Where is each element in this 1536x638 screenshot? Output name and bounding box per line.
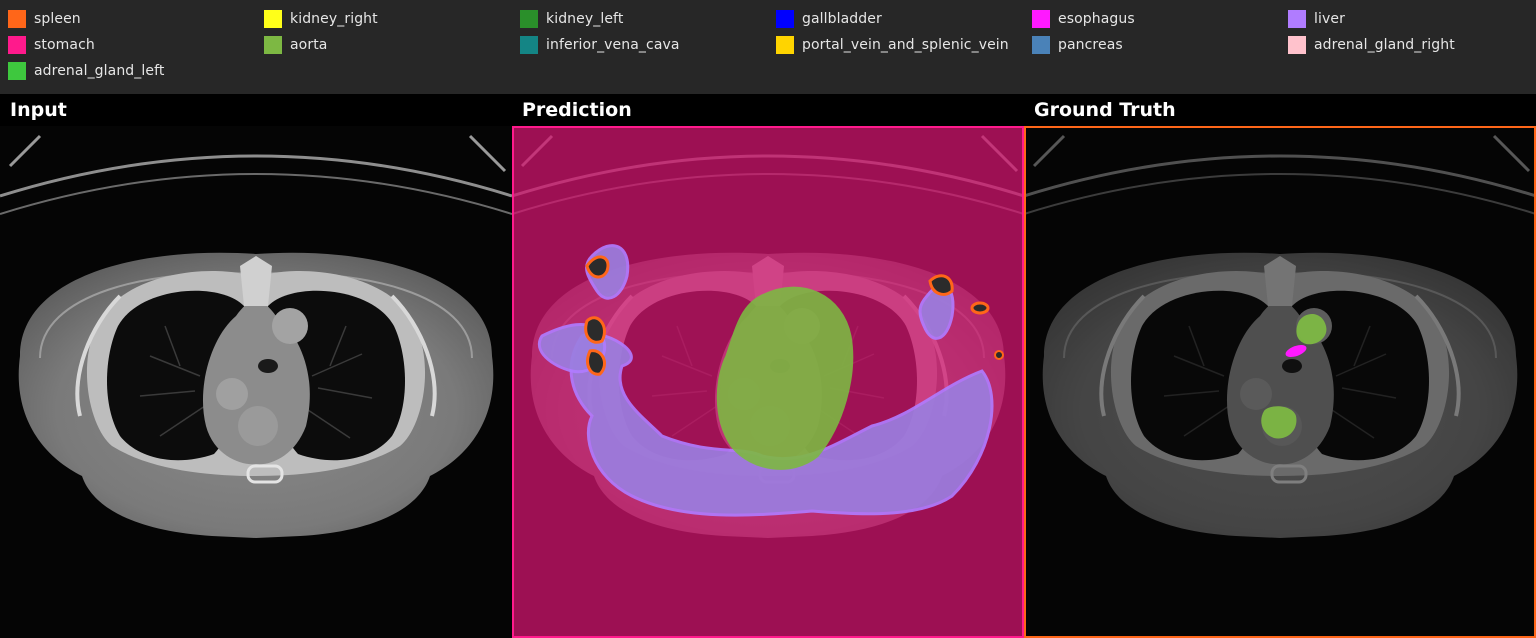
- prediction-panel: [512, 126, 1024, 638]
- legend-swatch: [8, 10, 26, 28]
- legend-item-kidney-right: kidney_right: [264, 9, 378, 29]
- legend-label: kidney_right: [290, 11, 378, 27]
- legend-swatch: [520, 36, 538, 54]
- legend-swatch: [8, 62, 26, 80]
- legend-label: esophagus: [1058, 11, 1135, 27]
- legend-label: adrenal_gland_left: [34, 63, 165, 79]
- class-legend: spleen kidney_right kidney_left gallblad…: [0, 0, 1536, 94]
- legend-item-gallbladder: gallbladder: [776, 9, 882, 29]
- legend-swatch: [520, 10, 538, 28]
- legend-item-kidney-left: kidney_left: [520, 9, 623, 29]
- legend-item-stomach: stomach: [8, 35, 95, 55]
- legend-swatch: [8, 36, 26, 54]
- prediction-panel-title: Prediction: [522, 99, 632, 121]
- input-panel-title: Input: [10, 99, 67, 121]
- legend-item-liver: liver: [1288, 9, 1345, 29]
- input-ct-image: [0, 126, 512, 638]
- legend-swatch: [1032, 10, 1050, 28]
- legend-label: liver: [1314, 11, 1345, 27]
- ground-truth-overlay-image: [1024, 126, 1536, 638]
- legend-swatch: [776, 36, 794, 54]
- legend-swatch: [776, 10, 794, 28]
- legend-label: spleen: [34, 11, 81, 27]
- prediction-overlay-image: [512, 126, 1024, 638]
- ground-truth-panel-title: Ground Truth: [1034, 99, 1176, 121]
- legend-label: adrenal_gland_right: [1314, 37, 1455, 53]
- legend-item-pancreas: pancreas: [1032, 35, 1123, 55]
- legend-item-adrenal-gland-left: adrenal_gland_left: [8, 61, 164, 81]
- legend-label: stomach: [34, 37, 95, 53]
- legend-label: inferior_vena_cava: [546, 37, 680, 53]
- legend-item-aorta: aorta: [264, 35, 327, 55]
- legend-item-inferior-vena-cava: inferior_vena_cava: [520, 35, 680, 55]
- legend-item-esophagus: esophagus: [1032, 9, 1135, 29]
- legend-label: aorta: [290, 37, 328, 53]
- legend-item-spleen: spleen: [8, 9, 81, 29]
- legend-item-adrenal-gland-right: adrenal_gland_right: [1288, 35, 1455, 55]
- legend-label: gallbladder: [802, 11, 882, 27]
- legend-swatch: [1032, 36, 1050, 54]
- legend-swatch: [264, 10, 282, 28]
- legend-label: kidney_left: [546, 11, 624, 27]
- legend-swatch: [264, 36, 282, 54]
- legend-swatch: [1288, 10, 1306, 28]
- ground-truth-panel: [1024, 126, 1536, 638]
- legend-swatch: [1288, 36, 1306, 54]
- legend-item-portal-vein: portal_vein_and_splenic_vein: [776, 35, 1009, 55]
- legend-label: pancreas: [1058, 37, 1123, 53]
- input-ct-panel: [0, 126, 512, 638]
- legend-label: portal_vein_and_splenic_vein: [802, 37, 1009, 53]
